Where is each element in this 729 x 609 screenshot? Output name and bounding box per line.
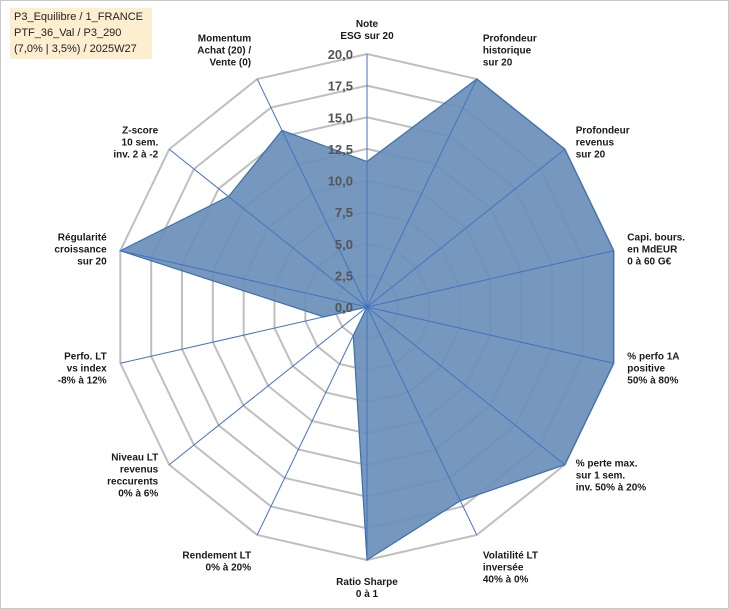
axis-label: Note ESG sur 20 <box>340 19 394 42</box>
spoke <box>256 78 368 308</box>
spoke <box>168 148 368 308</box>
axis-label: Volatilité LT inversée 40% à 0% <box>483 551 538 586</box>
axis-label-line: % perte max. <box>576 458 638 469</box>
axis-label-line: Vente (0) <box>209 57 251 68</box>
spoke <box>366 306 614 364</box>
axis-label-line: Momentum <box>198 33 251 44</box>
spoke <box>366 306 566 466</box>
axis-label: Niveau LT revenus reccurents 0% à 6% <box>107 452 159 499</box>
tick-label: 7,5 <box>335 205 353 220</box>
axis-label-line: vs index <box>67 363 107 374</box>
tick-label: 15,0 <box>328 110 353 125</box>
axis-label-line: sur 20 <box>576 150 606 161</box>
axis-label-line: Rendement LT <box>182 551 251 562</box>
axis-label-line: 0 à 1 <box>356 589 379 600</box>
axis-label-line: historique <box>483 45 532 56</box>
info-line-portfolio: P3_Equilibre / 1_FRANCE <box>14 11 144 23</box>
tick-label: 2,5 <box>335 268 353 283</box>
axis-label-line: inv. 50% à 20% <box>576 482 647 493</box>
axis-label-line: 40% à 0% <box>483 575 529 586</box>
spokes <box>120 54 614 560</box>
axis-label-line: reccurents <box>107 476 159 487</box>
axis-label-line: revenus <box>576 138 615 149</box>
axis-label-line: croissance <box>54 245 107 256</box>
tick-label: 10,0 <box>328 174 353 189</box>
tick-label: 17,5 <box>328 79 353 94</box>
axis-label: Z-score 10 sem. inv. 2 à -2 <box>113 126 158 161</box>
axis-label-line: 0% à 6% <box>118 488 158 499</box>
axis-label-line: sur 20 <box>483 57 513 68</box>
spoke <box>120 250 368 308</box>
spoke <box>256 306 368 536</box>
tick-label: 5,0 <box>335 237 353 252</box>
axis-label: Régularité croissance sur 20 <box>54 233 107 268</box>
axis-label-line: 0% à 20% <box>206 563 252 574</box>
axis-label-line: -8% à 12% <box>58 375 107 386</box>
axis-label-line: Régularité <box>58 233 107 244</box>
axis-label-line: en MdEUR <box>627 245 678 256</box>
spoke <box>366 78 478 308</box>
axis-label-line: Achat (20) / <box>197 45 251 56</box>
axis-label: Ratio Sharpe 0 à 1 <box>336 577 398 600</box>
tick-label: 20,0 <box>328 47 353 62</box>
axis-label-line: sur 20 <box>77 257 107 268</box>
info-line-params: (7,0% | 3,5%) / 2025W27 <box>14 43 137 55</box>
axis-label-line: sur 1 sem. <box>576 470 626 481</box>
spoke <box>366 306 478 536</box>
axis-label-line: Perfo. LT <box>64 351 107 362</box>
axis-label-line: Profondeur <box>576 126 630 137</box>
axis-label: Profondeur historique sur 20 <box>483 33 537 68</box>
axis-label-line: 10 sem. <box>122 138 159 149</box>
axis-label-line: Niveau LT <box>111 452 158 463</box>
axis-label: % perte max. sur 1 sem. inv. 50% à 20% <box>576 458 647 493</box>
spoke <box>366 148 566 308</box>
axis-label-line: positive <box>627 363 665 374</box>
axis-label-line: Capi. bours. <box>627 233 685 244</box>
axis-label: Rendement LT 0% à 20% <box>182 551 251 574</box>
axis-label: Perfo. LT vs index -8% à 12% <box>58 351 107 386</box>
info-line-ptf: PTF_36_Val / P3_290 <box>14 27 122 39</box>
axis-label-line: inv. 2 à -2 <box>113 150 158 161</box>
spoke <box>168 306 368 466</box>
axis-label-line: % perfo 1A <box>627 351 679 362</box>
axis-label-line: Profondeur <box>483 33 537 44</box>
axis-label: Profondeur revenus sur 20 <box>576 126 630 161</box>
tick-label: 12,5 <box>328 142 353 157</box>
info-box: P3_Equilibre / 1_FRANCE PTF_36_Val / P3_… <box>10 8 152 59</box>
axis-label-line: inversée <box>483 563 524 574</box>
tick-label: 0,0 <box>335 300 353 315</box>
axis-label-line: Z-score <box>122 126 159 137</box>
spoke <box>366 250 614 308</box>
axis-label-line: 50% à 80% <box>627 375 678 386</box>
axis-label-line: Ratio Sharpe <box>336 577 398 588</box>
axis-label: Capi. bours. en MdEUR 0 à 60 G€ <box>627 233 685 268</box>
axis-label-line: Volatilité LT <box>483 551 538 562</box>
axis-label-line: 0 à 60 G€ <box>627 257 671 268</box>
axis-label-line: ESG sur 20 <box>340 31 394 42</box>
axis-label-line: Note <box>356 19 379 30</box>
spoke <box>120 306 368 364</box>
axis-label: Momentum Achat (20) / Vente (0) <box>197 33 251 68</box>
axis-label-line: revenus <box>120 464 159 475</box>
axis-label: % perfo 1A positive 50% à 80% <box>627 351 679 386</box>
